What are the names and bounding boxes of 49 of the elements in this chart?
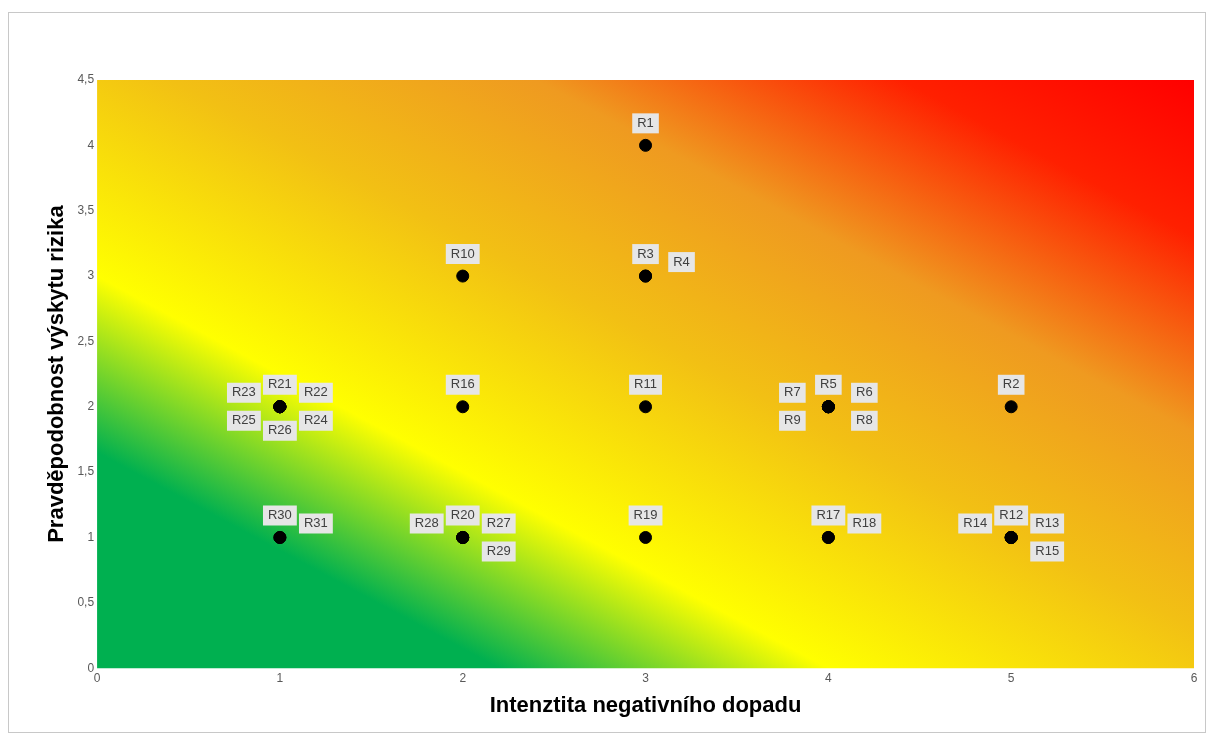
data-label: R9 <box>784 412 801 428</box>
data-label: R27 <box>486 515 511 531</box>
y-tick-label: 1 <box>87 529 95 544</box>
data-label: R16 <box>450 376 475 392</box>
data-label: R25 <box>231 412 256 428</box>
y-axis-title: Pravděpodobnost výskytu rizika <box>43 204 69 543</box>
y-tick-label: 0,5 <box>77 595 95 610</box>
data-label: R28 <box>414 515 439 531</box>
x-tick-label: 6 <box>1190 670 1198 685</box>
data-label: R7 <box>784 384 801 400</box>
y-tick-label: 3,5 <box>77 203 95 218</box>
x-tick-label: 4 <box>825 670 833 685</box>
data-label: R23 <box>231 384 256 400</box>
data-label: R8 <box>856 412 873 428</box>
data-label: R19 <box>633 507 658 523</box>
data-label: R26 <box>267 422 292 438</box>
data-label: R22 <box>303 384 328 400</box>
x-tick-label: 5 <box>1007 670 1015 685</box>
data-label: R1 <box>637 114 654 130</box>
y-tick-label: 2 <box>87 399 95 414</box>
data-label: R11 <box>634 376 657 392</box>
data-label: R5 <box>820 376 837 392</box>
data-label: R2 <box>1002 376 1020 392</box>
y-tick-label: 1,5 <box>77 464 95 479</box>
y-tick-label: 4,5 <box>77 72 95 87</box>
data-label: R30 <box>267 507 292 523</box>
y-tick-label: 2,5 <box>77 333 95 348</box>
data-label: R6 <box>856 384 873 400</box>
data-label: R17 <box>816 507 841 523</box>
x-tick-label: 3 <box>642 670 650 685</box>
data-label: R3 <box>637 245 654 261</box>
x-axis-title: Intenztita negativního dopadu <box>489 691 802 717</box>
data-label: R31 <box>303 515 328 531</box>
y-tick-label: 0 <box>87 660 95 675</box>
data-label: R14 <box>963 515 988 531</box>
data-label: R29 <box>486 543 511 559</box>
data-label: R24 <box>303 412 328 428</box>
data-label: R12 <box>999 507 1024 523</box>
x-tick-label: 2 <box>459 670 467 685</box>
y-tick-label: 4 <box>87 137 95 152</box>
data-label: R10 <box>450 245 475 261</box>
y-tick-label: 3 <box>87 268 95 283</box>
data-label: R15 <box>1035 543 1060 559</box>
x-tick-label: 1 <box>276 670 284 685</box>
data-label: R4 <box>673 253 690 269</box>
data-label: R21 <box>267 376 292 392</box>
data-label: R20 <box>450 507 475 523</box>
data-label: R13 <box>1035 515 1060 531</box>
data-label: R18 <box>852 515 877 531</box>
